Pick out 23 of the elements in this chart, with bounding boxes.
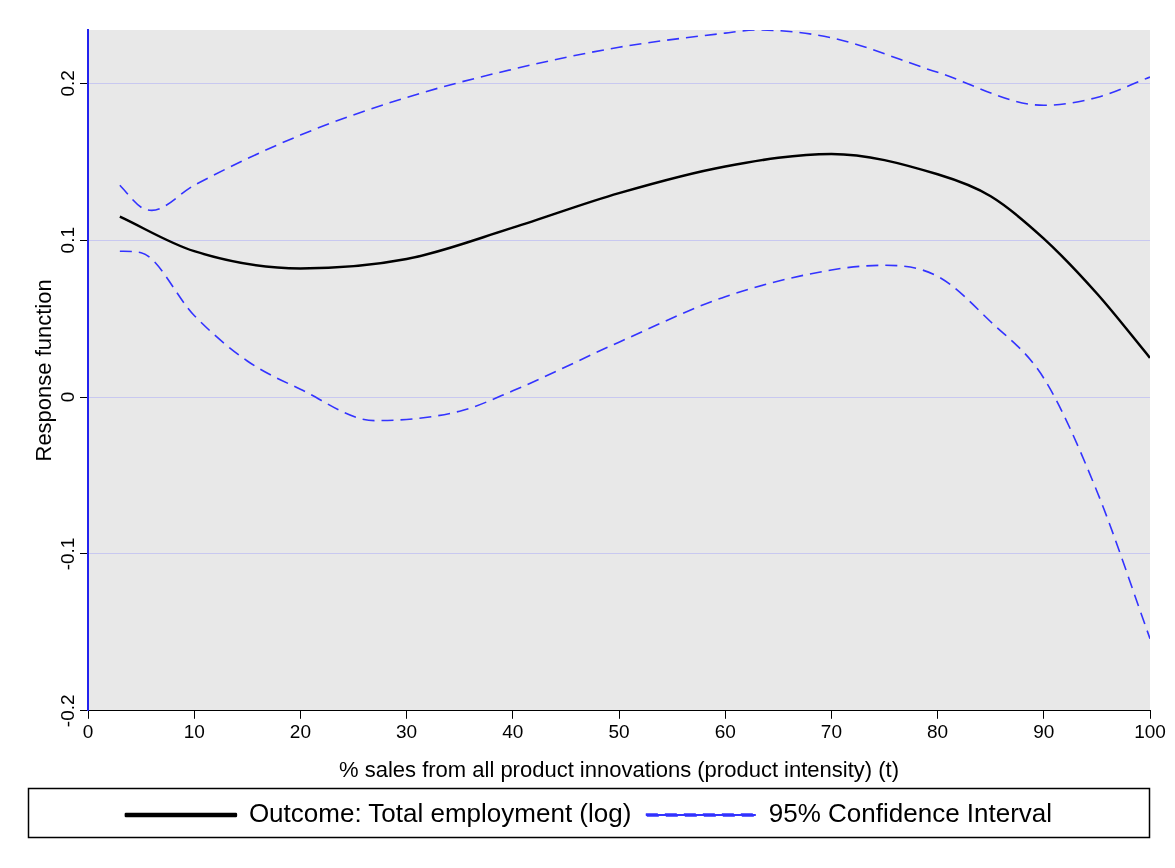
x-axis-title: % sales from all product innovations (product intensity) (t) bbox=[338, 756, 900, 782]
x-tick-label: 70 bbox=[820, 721, 842, 743]
y-tick-label: -0.2 bbox=[56, 694, 78, 728]
line-series bbox=[118, 152, 1150, 360]
x-tick-label: 80 bbox=[927, 721, 949, 743]
legend-label: 95% Confidence Interval bbox=[768, 798, 1053, 829]
x-tick-label: 10 bbox=[183, 721, 205, 743]
line-series bbox=[119, 250, 1150, 640]
x-tick-label: 90 bbox=[1033, 721, 1055, 743]
y-tick-label: 0.1 bbox=[56, 226, 78, 254]
line-series bbox=[119, 30, 1150, 212]
x-tick-label: 50 bbox=[608, 721, 630, 743]
x-tick-label: 60 bbox=[714, 721, 736, 743]
x-tick-label: 0 bbox=[82, 721, 94, 743]
x-tick-label: 30 bbox=[396, 721, 418, 743]
legend-label: Outcome: Total employment (log) bbox=[248, 798, 632, 829]
x-tick-label: 20 bbox=[289, 721, 311, 743]
x-tick-label: 100 bbox=[1134, 721, 1166, 743]
y-tick-label: 0 bbox=[56, 391, 78, 403]
y-tick-label: 0.2 bbox=[56, 70, 78, 97]
y-axis-title: Response function bbox=[31, 279, 57, 462]
x-tick-label: 40 bbox=[502, 721, 524, 743]
y-tick-label: -0.1 bbox=[56, 537, 78, 571]
